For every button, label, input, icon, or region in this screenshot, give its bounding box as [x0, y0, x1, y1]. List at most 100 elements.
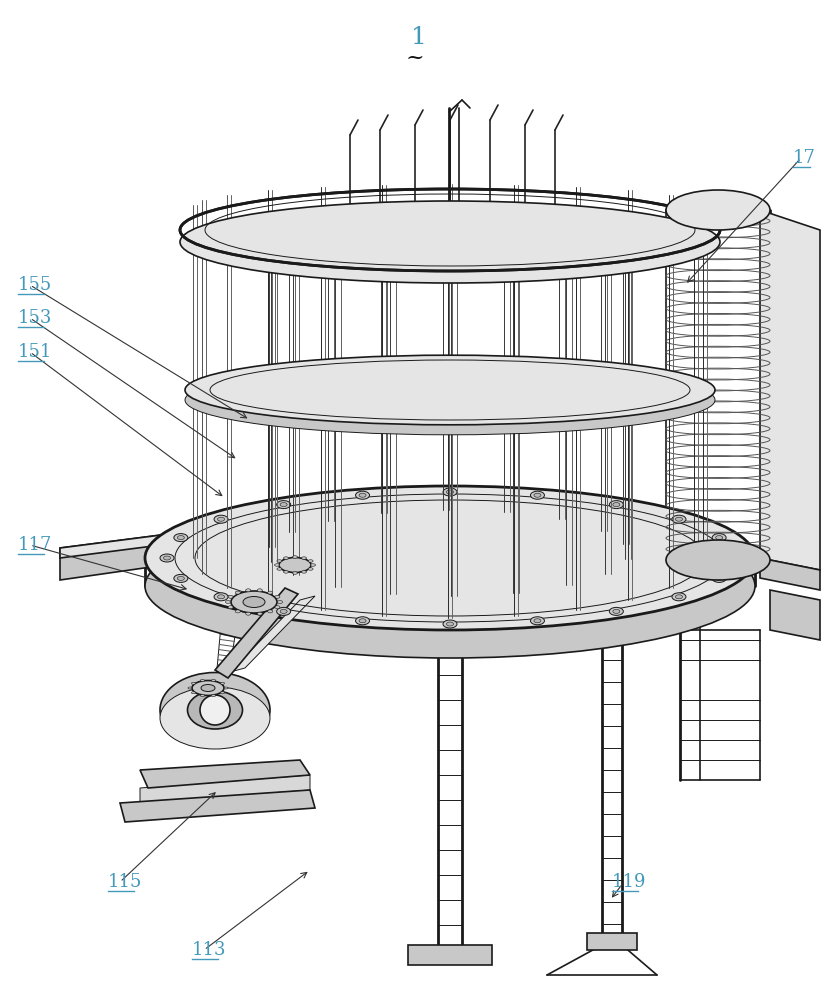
- Ellipse shape: [228, 606, 233, 609]
- Ellipse shape: [277, 501, 291, 509]
- Ellipse shape: [275, 595, 280, 598]
- Polygon shape: [120, 790, 315, 822]
- Ellipse shape: [192, 680, 224, 696]
- Ellipse shape: [716, 536, 722, 540]
- Ellipse shape: [712, 574, 727, 582]
- Ellipse shape: [214, 515, 228, 523]
- Polygon shape: [215, 588, 298, 678]
- Text: 113: 113: [192, 941, 226, 959]
- Ellipse shape: [302, 571, 307, 573]
- Ellipse shape: [173, 534, 188, 542]
- Ellipse shape: [178, 576, 184, 580]
- Ellipse shape: [145, 486, 755, 630]
- Ellipse shape: [228, 595, 233, 598]
- Ellipse shape: [666, 190, 770, 230]
- Text: 155: 155: [18, 276, 52, 294]
- Ellipse shape: [355, 617, 370, 625]
- Ellipse shape: [188, 687, 192, 689]
- Ellipse shape: [188, 691, 242, 729]
- Ellipse shape: [730, 556, 737, 560]
- Ellipse shape: [231, 591, 277, 613]
- Polygon shape: [770, 590, 820, 640]
- Ellipse shape: [530, 491, 545, 499]
- Ellipse shape: [201, 684, 215, 692]
- Text: 119: 119: [612, 873, 646, 891]
- Text: 117: 117: [18, 536, 52, 554]
- Ellipse shape: [185, 355, 715, 425]
- Text: 1: 1: [411, 26, 427, 49]
- Ellipse shape: [308, 568, 313, 570]
- Ellipse shape: [211, 679, 215, 681]
- Polygon shape: [60, 530, 200, 558]
- Ellipse shape: [275, 606, 280, 609]
- Ellipse shape: [302, 557, 307, 559]
- Ellipse shape: [191, 682, 195, 684]
- Ellipse shape: [225, 600, 230, 603]
- Ellipse shape: [280, 609, 287, 613]
- Ellipse shape: [214, 593, 228, 601]
- Polygon shape: [230, 596, 315, 672]
- Ellipse shape: [246, 612, 251, 615]
- Polygon shape: [60, 530, 200, 580]
- Ellipse shape: [277, 600, 282, 603]
- Ellipse shape: [283, 557, 288, 559]
- Ellipse shape: [666, 540, 770, 580]
- Ellipse shape: [613, 609, 620, 613]
- Ellipse shape: [609, 607, 623, 615]
- Ellipse shape: [211, 695, 215, 697]
- Ellipse shape: [359, 493, 366, 497]
- Ellipse shape: [534, 619, 541, 623]
- Polygon shape: [140, 760, 310, 788]
- Ellipse shape: [160, 672, 270, 748]
- Ellipse shape: [243, 596, 265, 607]
- Ellipse shape: [613, 503, 620, 507]
- Ellipse shape: [191, 692, 195, 694]
- Polygon shape: [140, 775, 310, 803]
- Ellipse shape: [277, 568, 282, 570]
- Ellipse shape: [530, 617, 545, 625]
- Polygon shape: [760, 558, 820, 590]
- Ellipse shape: [311, 564, 315, 566]
- Ellipse shape: [447, 622, 453, 626]
- Text: 115: 115: [108, 873, 142, 891]
- Ellipse shape: [163, 556, 170, 560]
- Ellipse shape: [447, 490, 453, 494]
- Ellipse shape: [280, 503, 287, 507]
- Ellipse shape: [534, 493, 541, 497]
- Ellipse shape: [443, 620, 457, 628]
- Ellipse shape: [716, 576, 722, 580]
- Ellipse shape: [283, 571, 288, 573]
- Ellipse shape: [292, 556, 297, 558]
- Ellipse shape: [160, 554, 174, 562]
- Ellipse shape: [160, 687, 270, 749]
- Ellipse shape: [359, 619, 366, 623]
- Ellipse shape: [178, 536, 184, 540]
- Circle shape: [200, 695, 230, 725]
- Ellipse shape: [277, 560, 282, 562]
- Ellipse shape: [257, 612, 262, 615]
- Ellipse shape: [220, 682, 225, 684]
- Polygon shape: [587, 933, 637, 950]
- Ellipse shape: [675, 517, 682, 521]
- Ellipse shape: [257, 589, 262, 592]
- Ellipse shape: [712, 534, 727, 542]
- Ellipse shape: [292, 572, 297, 574]
- Polygon shape: [408, 945, 492, 965]
- Ellipse shape: [267, 591, 272, 594]
- Ellipse shape: [185, 365, 715, 435]
- Ellipse shape: [355, 491, 370, 499]
- Ellipse shape: [235, 591, 241, 594]
- Ellipse shape: [443, 488, 457, 496]
- Ellipse shape: [173, 574, 188, 582]
- Ellipse shape: [279, 558, 311, 572]
- Ellipse shape: [200, 695, 204, 697]
- Ellipse shape: [308, 560, 313, 562]
- Ellipse shape: [277, 607, 291, 615]
- Text: 151: 151: [18, 343, 52, 361]
- Ellipse shape: [609, 501, 623, 509]
- Ellipse shape: [224, 687, 228, 689]
- Ellipse shape: [235, 610, 241, 613]
- Ellipse shape: [267, 610, 272, 613]
- Ellipse shape: [180, 201, 720, 283]
- Text: 153: 153: [18, 309, 52, 327]
